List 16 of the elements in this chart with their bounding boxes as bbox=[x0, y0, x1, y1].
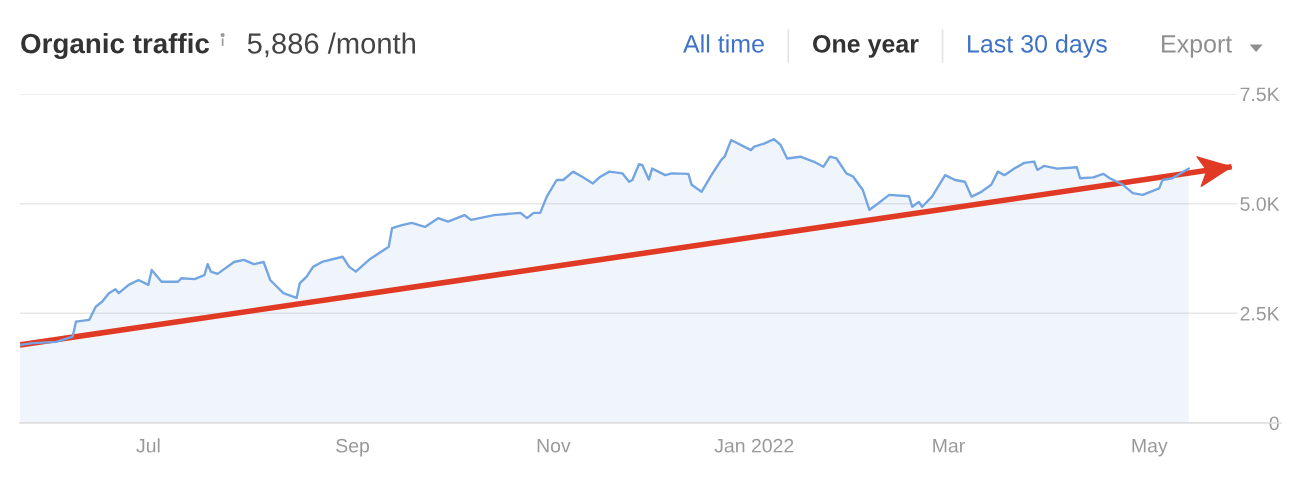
y-tick-label: 7.5K bbox=[1240, 87, 1280, 102]
x-tick-label: Nov bbox=[537, 438, 571, 453]
x-tick-label: Jul bbox=[136, 438, 160, 453]
x-tick-label: May bbox=[1132, 438, 1168, 457]
y-tick-label: 0 bbox=[1269, 416, 1279, 431]
text: Export bbox=[1162, 35, 1233, 58]
text: Last 30 days bbox=[968, 34, 1107, 58]
chart-subtitle: 5,886 /month bbox=[247, 32, 415, 58]
text: One year bbox=[813, 35, 919, 58]
y-tick-label: 2.5K bbox=[1240, 306, 1280, 321]
x-tick-label: Mar bbox=[933, 438, 965, 453]
text: All time bbox=[683, 34, 764, 53]
x-tick-label: Jan 2022 bbox=[714, 438, 794, 453]
chart-title: Organic traffic bbox=[21, 32, 210, 60]
x-tick-label: Sep bbox=[336, 438, 370, 457]
y-tick-label: 5.0K bbox=[1240, 197, 1280, 211]
